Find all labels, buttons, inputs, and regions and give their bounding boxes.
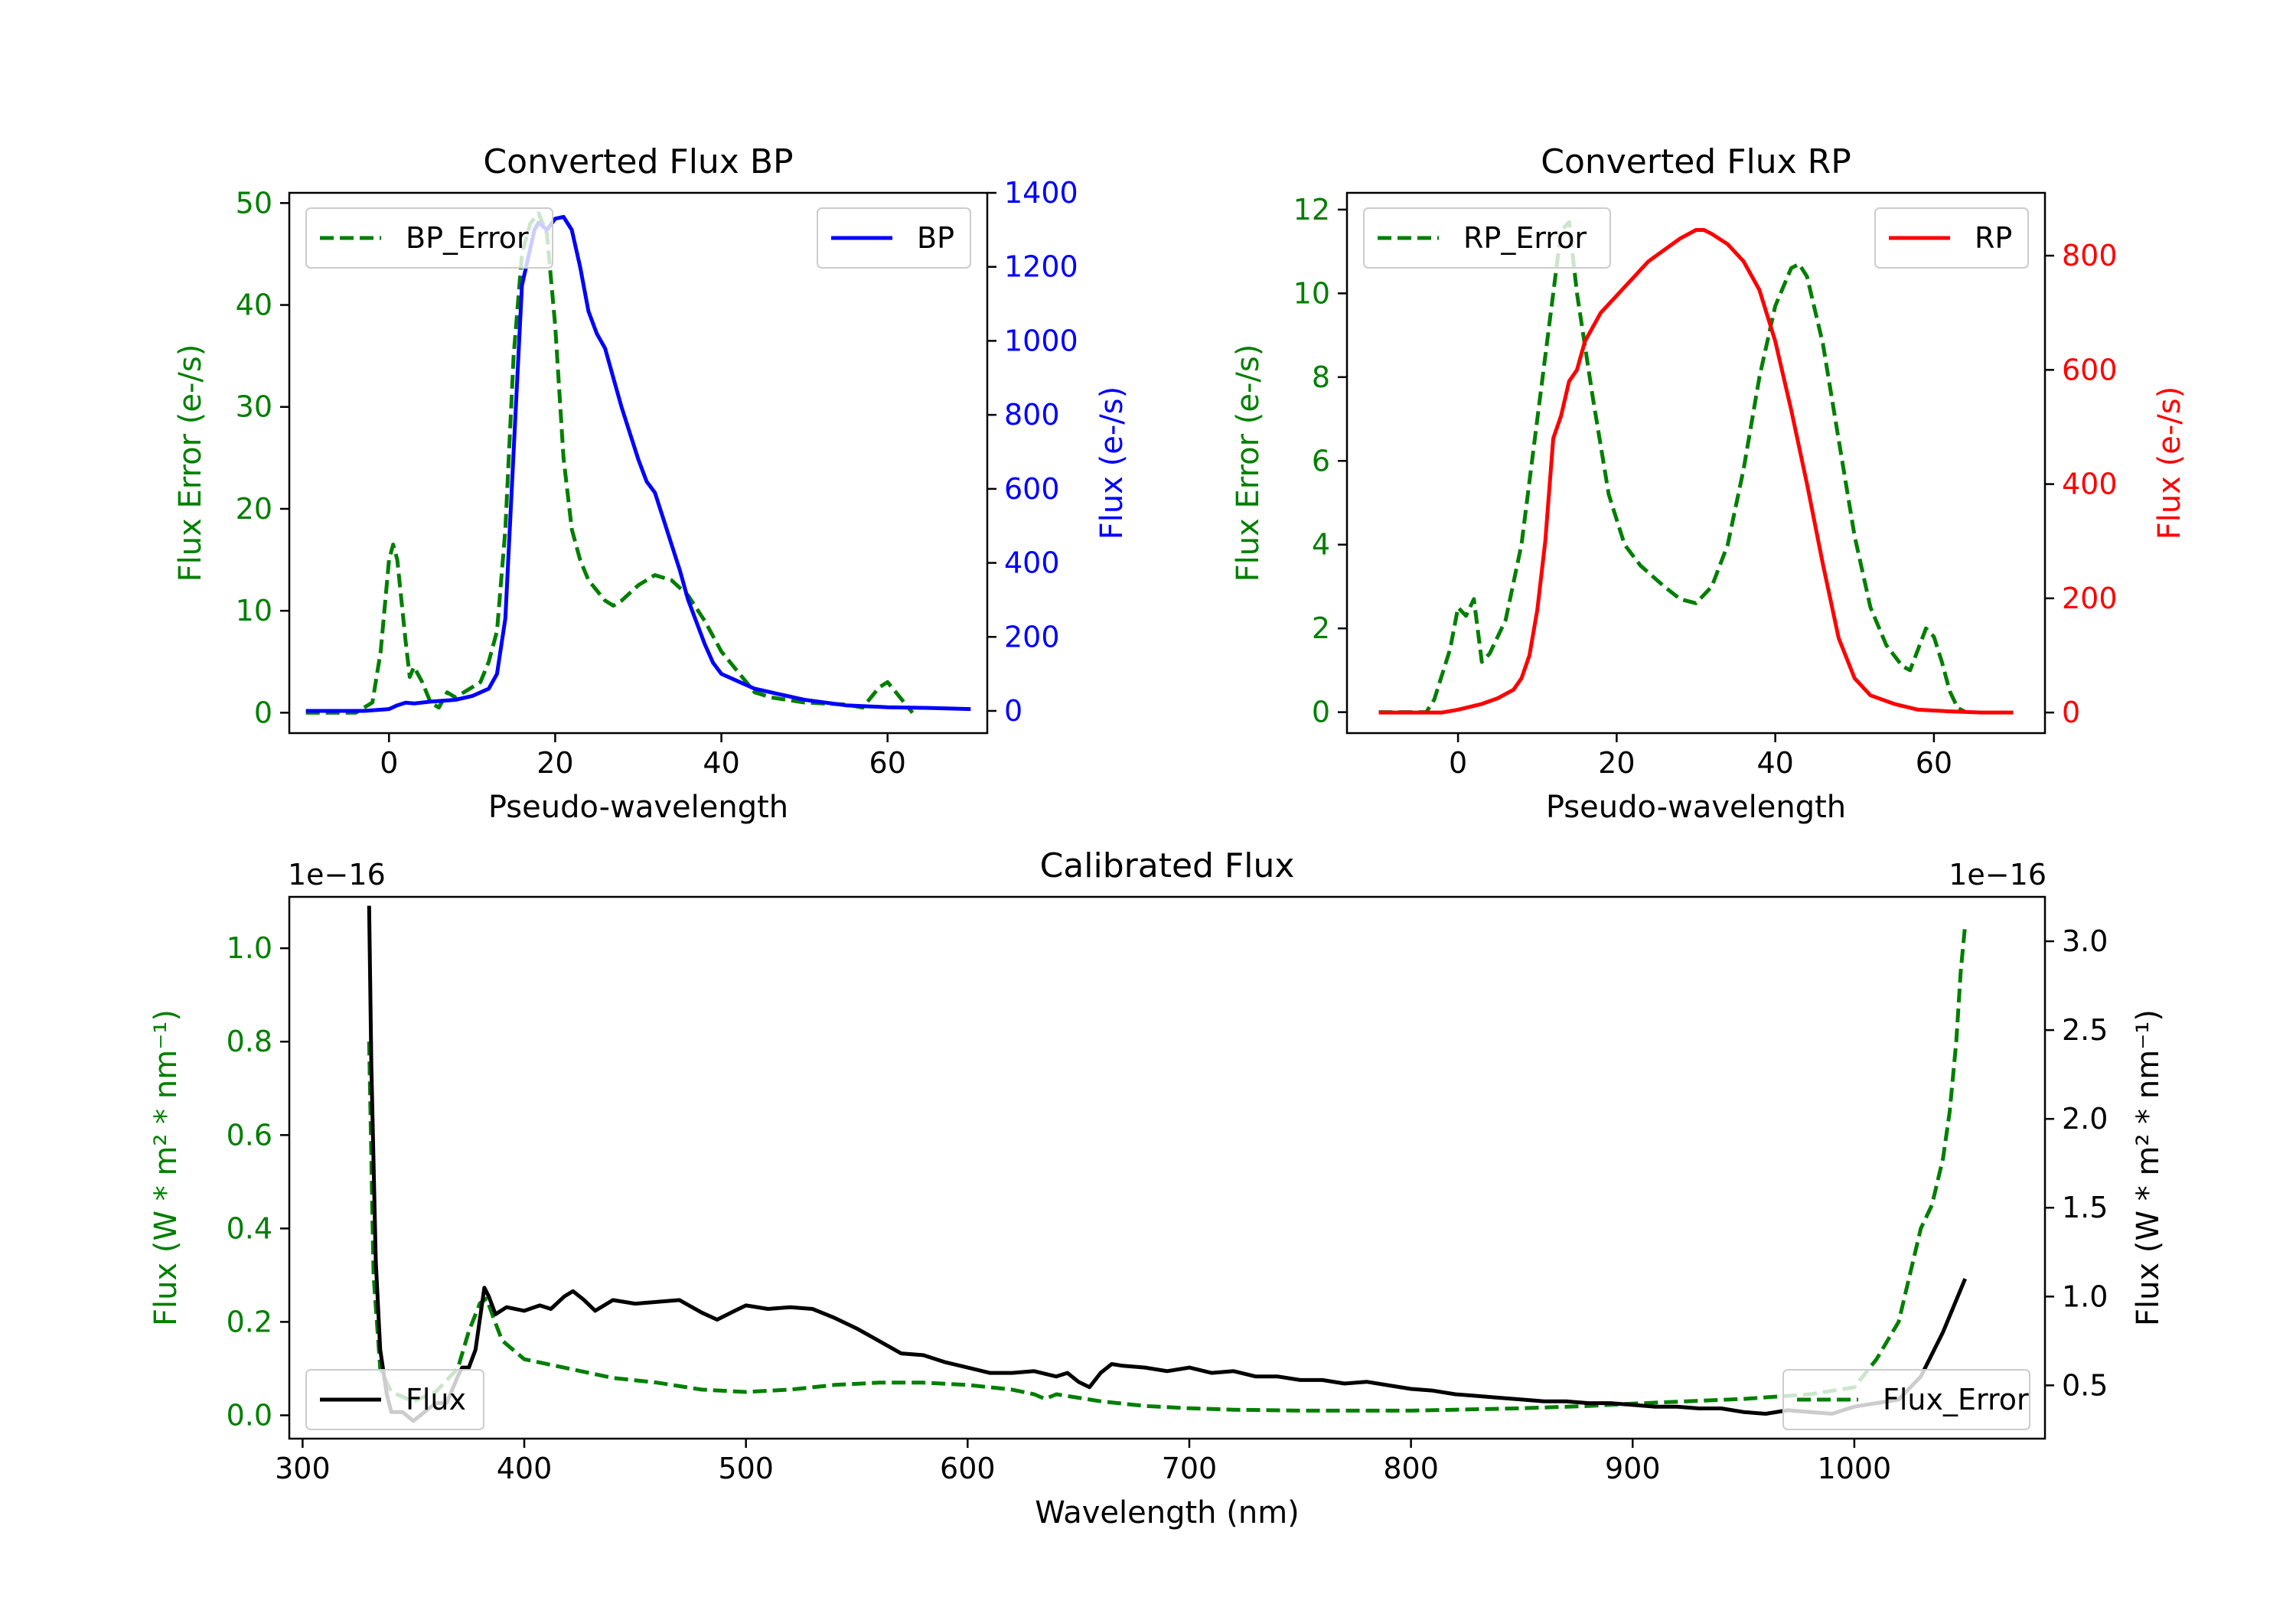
- x-tick-label: 400: [497, 1452, 553, 1485]
- y-right-tick-label: 400: [2062, 468, 2118, 501]
- y-right-tick-label: 200: [1004, 620, 1060, 654]
- axes-frame: [288, 895, 2047, 1440]
- x-tick-label: 0: [380, 746, 398, 780]
- legend-flux: Flux: [305, 1369, 484, 1430]
- x-tick-label: 40: [703, 746, 739, 780]
- y-left-tick-label: 0.8: [227, 1025, 272, 1058]
- y-right-axis-label: Flux (e-/s): [2152, 386, 2187, 539]
- legend-flux-error: Flux_Error: [1782, 1369, 2030, 1430]
- series-line-rp: [1378, 228, 2014, 715]
- y-left-tick-label: 10: [236, 594, 272, 627]
- legend-label: Flux: [406, 1383, 466, 1416]
- y-right-tick-label: 1.0: [2062, 1279, 2108, 1313]
- y-right-tick-label: 2.5: [2062, 1013, 2108, 1047]
- y-left-tick-label: 4: [1312, 528, 1330, 562]
- y-left-tick-label: 50: [236, 186, 272, 220]
- y-right-tick-label: 800: [2062, 239, 2118, 272]
- legend-bp: BP: [817, 207, 971, 269]
- y-right-tick-label: 0.5: [2062, 1368, 2108, 1402]
- x-tick-label: 20: [536, 746, 573, 780]
- y-left-axis-label: Flux Error (e-/s): [1231, 344, 1266, 582]
- y-left-tick-label: 12: [1293, 193, 1330, 227]
- x-axis-label: Pseudo-wavelength: [488, 790, 788, 825]
- y-left-tick-label: 0.4: [227, 1211, 272, 1245]
- y-right-tick-label: 600: [2062, 353, 2118, 386]
- legend-label: RP: [1975, 221, 2012, 255]
- y-right-tick-label: 200: [2062, 582, 2118, 615]
- y-right-tick-label: 1000: [1004, 324, 1078, 357]
- x-axis-label: Pseudo-wavelength: [1546, 790, 1846, 825]
- x-tick-label: 700: [1162, 1452, 1218, 1485]
- y-left-tick-label: 30: [236, 390, 272, 424]
- chart-title: Converted Flux RP: [1541, 142, 1851, 181]
- y-right-tick-label: 1400: [1004, 176, 1078, 210]
- x-tick-label: 20: [1598, 746, 1635, 780]
- x-tick-label: 600: [940, 1452, 996, 1485]
- legend-bp-error: BP_Error: [305, 207, 553, 269]
- y-right-tick-label: 800: [1004, 398, 1060, 432]
- legend-label: Flux_Error: [1883, 1383, 2029, 1416]
- legend-label: RP_Error: [1463, 221, 1587, 255]
- y-right-tick-label: 600: [1004, 472, 1060, 506]
- y-right-tick-label: 2.0: [2062, 1102, 2108, 1136]
- y-right-axis-label: Flux (W * m² * nm⁻¹): [2131, 1009, 2166, 1326]
- y-right-tick-label: 400: [1004, 546, 1060, 580]
- chart-title: Calibrated Flux: [1040, 846, 1295, 885]
- y-left-tick-label: 1.0: [227, 931, 272, 965]
- y-right-tick-label: 1.5: [2062, 1191, 2108, 1224]
- axes-frame: [1345, 191, 2047, 735]
- y-left-tick-label: 0: [1312, 696, 1330, 729]
- x-tick-label: 40: [1756, 746, 1793, 780]
- y-right-tick-label: 0: [2062, 696, 2080, 729]
- y-left-tick-label: 8: [1312, 360, 1330, 394]
- y-left-tick-label: 0.0: [227, 1398, 272, 1432]
- y-left-axis-label: Flux (W * m² * nm⁻¹): [148, 1009, 184, 1326]
- y-right-tick-label: 3.0: [2062, 924, 2108, 958]
- x-tick-label: 60: [869, 746, 906, 780]
- series-line-flux: [367, 905, 1968, 1423]
- legend-label: BP: [917, 221, 954, 255]
- x-tick-label: 300: [275, 1452, 331, 1485]
- y-left-tick-label: 0: [254, 696, 272, 729]
- y-left-tick-label: 0.6: [227, 1118, 272, 1152]
- y-left-tick-label: 0.2: [227, 1305, 272, 1338]
- y-left-axis-label: Flux Error (e-/s): [173, 344, 208, 582]
- y-right-tick-label: 0: [1004, 694, 1022, 728]
- chart-cal: 300 400 500 600 700 800 900 1000 0.0 0.2 0.4 0.6 0.8…: [148, 846, 2166, 1530]
- y-right-axis-label: Flux (e-/s): [1094, 386, 1130, 539]
- x-axis-label: Wavelength (nm): [1035, 1495, 1300, 1530]
- series-line-bp-error: [305, 211, 915, 715]
- y-right-offset-label: 1e−16: [1949, 858, 2047, 892]
- series-line-rp-error: [1378, 220, 1967, 715]
- legend-rp: RP: [1874, 207, 2029, 269]
- series-line-flux-error: [367, 924, 1968, 1413]
- x-tick-label: 60: [1916, 746, 1952, 780]
- y-left-tick-label: 2: [1312, 611, 1330, 645]
- chart-bp: 0 20 40 60010203040500200400600800100012001…: [173, 142, 1130, 825]
- x-tick-label: 900: [1605, 1452, 1661, 1485]
- chart-title: Converted Flux BP: [483, 142, 793, 181]
- x-tick-label: 0: [1449, 746, 1467, 780]
- y-left-tick-label: 20: [236, 492, 272, 526]
- y-right-tick-label: 1200: [1004, 250, 1078, 284]
- series-line-bp: [305, 214, 971, 713]
- x-tick-label: 800: [1383, 1452, 1439, 1485]
- y-left-offset-label: 1e−16: [288, 858, 386, 892]
- y-left-tick-label: 6: [1312, 444, 1330, 478]
- legend-rp-error: RP_Error: [1363, 207, 1611, 269]
- x-tick-label: 500: [718, 1452, 774, 1485]
- legend-label: BP_Error: [406, 221, 529, 255]
- x-tick-label: 1000: [1818, 1452, 1892, 1485]
- y-left-tick-label: 10: [1293, 276, 1330, 310]
- y-left-tick-label: 40: [236, 288, 272, 322]
- axes-frame: [288, 191, 989, 735]
